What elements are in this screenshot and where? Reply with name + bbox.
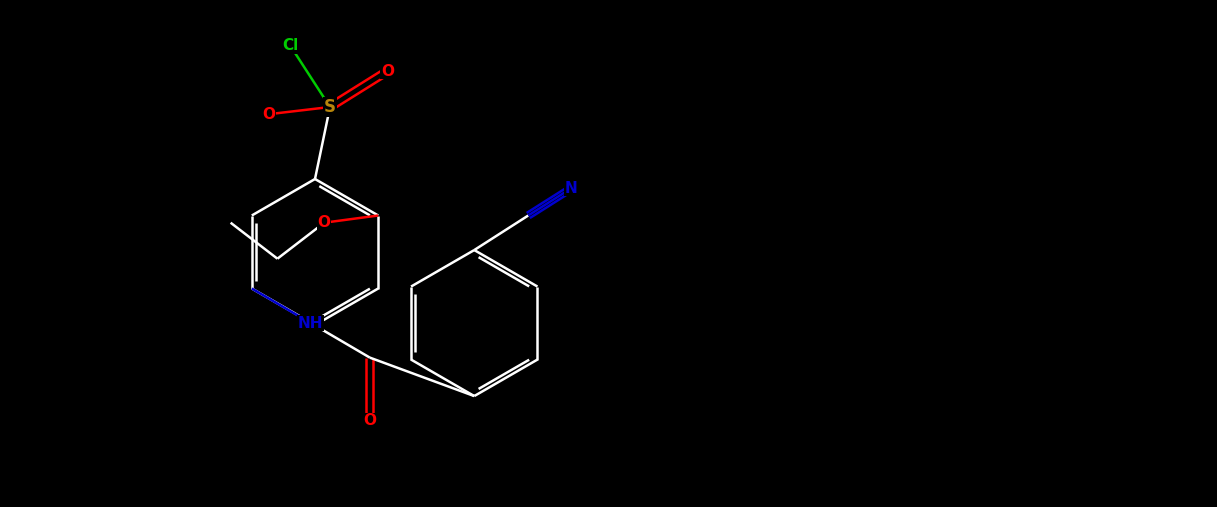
Text: Cl: Cl [282, 39, 298, 53]
Text: O: O [263, 106, 275, 122]
Text: NH: NH [298, 315, 324, 331]
Text: N: N [565, 180, 578, 196]
Text: O: O [381, 63, 394, 79]
Text: O: O [318, 215, 331, 230]
Text: O: O [364, 414, 376, 428]
Text: S: S [324, 98, 336, 116]
